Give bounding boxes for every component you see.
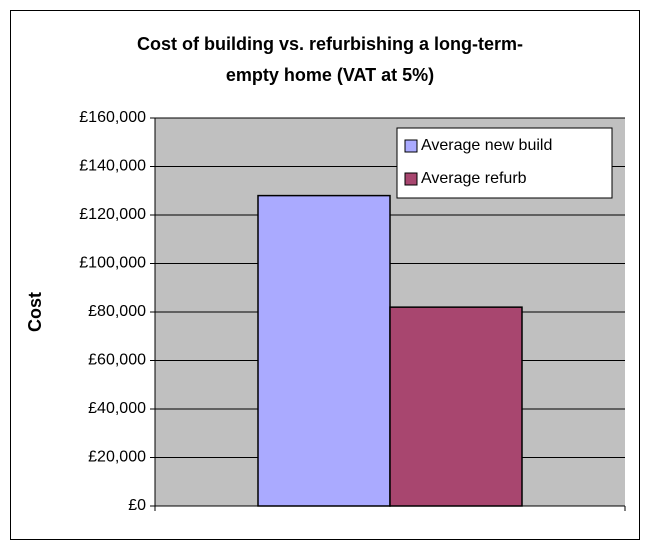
y-tick-label: £100,000 [79, 255, 146, 272]
y-tick-label: £160,000 [79, 109, 146, 126]
y-tick-label: £140,000 [79, 158, 146, 175]
bar [389, 306, 523, 507]
y-tick-label: £60,000 [88, 352, 146, 369]
chart-title: Cost of building vs. refurbishing a long… [137, 34, 523, 54]
legend-box [396, 127, 613, 199]
y-axis-label: Cost [25, 292, 45, 332]
legend-label: Average refurb [421, 170, 527, 187]
y-tick-label: £0 [128, 497, 146, 514]
chart-title: empty home (VAT at 5%) [226, 65, 434, 85]
bar [257, 194, 391, 507]
y-tick-label: £40,000 [88, 400, 146, 417]
legend-swatch [404, 172, 418, 186]
y-tick-label: £80,000 [88, 303, 146, 320]
legend-label: Average new build [421, 137, 552, 154]
y-tick-label: £120,000 [79, 206, 146, 223]
y-tick-label: £20,000 [88, 449, 146, 466]
legend-swatch [404, 139, 418, 153]
